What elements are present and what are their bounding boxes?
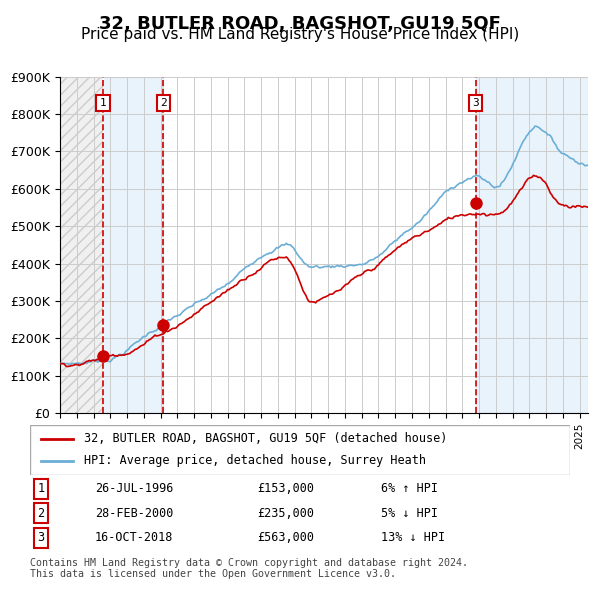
Text: 28-FEB-2000: 28-FEB-2000 bbox=[95, 507, 173, 520]
FancyBboxPatch shape bbox=[30, 425, 570, 475]
Text: 32, BUTLER ROAD, BAGSHOT, GU19 5QF (detached house): 32, BUTLER ROAD, BAGSHOT, GU19 5QF (deta… bbox=[84, 432, 448, 445]
Text: 26-JUL-1996: 26-JUL-1996 bbox=[95, 483, 173, 496]
Text: £563,000: £563,000 bbox=[257, 531, 314, 544]
Text: 16-OCT-2018: 16-OCT-2018 bbox=[95, 531, 173, 544]
Bar bbox=[60, 77, 103, 413]
Text: 3: 3 bbox=[472, 98, 479, 108]
Text: 2: 2 bbox=[37, 507, 44, 520]
Text: £153,000: £153,000 bbox=[257, 483, 314, 496]
Text: 5% ↓ HPI: 5% ↓ HPI bbox=[381, 507, 438, 520]
Text: 1: 1 bbox=[100, 98, 106, 108]
Text: 2: 2 bbox=[160, 98, 167, 108]
Bar bbox=[476, 77, 588, 413]
Bar bbox=[60, 77, 103, 413]
Text: 32, BUTLER ROAD, BAGSHOT, GU19 5QF: 32, BUTLER ROAD, BAGSHOT, GU19 5QF bbox=[99, 15, 501, 33]
Text: 1: 1 bbox=[37, 483, 44, 496]
Bar bbox=[103, 77, 163, 413]
Text: Contains HM Land Registry data © Crown copyright and database right 2024.
This d: Contains HM Land Registry data © Crown c… bbox=[30, 558, 468, 579]
Text: 6% ↑ HPI: 6% ↑ HPI bbox=[381, 483, 438, 496]
Text: £235,000: £235,000 bbox=[257, 507, 314, 520]
Text: 3: 3 bbox=[37, 531, 44, 544]
Text: HPI: Average price, detached house, Surrey Heath: HPI: Average price, detached house, Surr… bbox=[84, 454, 426, 467]
Text: Price paid vs. HM Land Registry's House Price Index (HPI): Price paid vs. HM Land Registry's House … bbox=[81, 27, 519, 41]
Text: 13% ↓ HPI: 13% ↓ HPI bbox=[381, 531, 445, 544]
